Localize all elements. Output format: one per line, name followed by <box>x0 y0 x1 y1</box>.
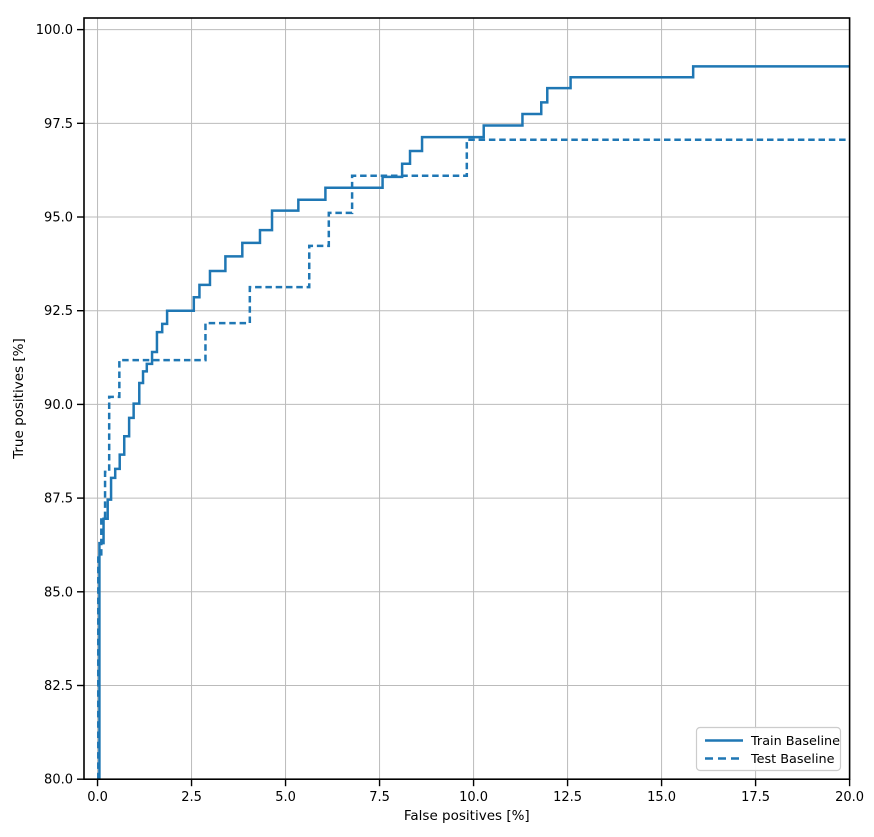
legend: Train Baseline Test Baseline <box>695 726 842 772</box>
grid-lines <box>84 18 851 780</box>
y-ticks: 80.0 82.5 85.0 87.5 90.0 92.5 95.0 97.5 100.0 <box>36 23 84 788</box>
x-tick-label: 12.5 <box>553 790 582 805</box>
y-tick-label: 90.0 <box>44 398 73 413</box>
x-tick-label: 2.5 <box>181 790 202 805</box>
test-baseline-line <box>97 138 850 780</box>
x-ticks: 0.0 2.5 5.0 7.5 10.0 12.5 15.0 17.5 20.0 <box>87 779 864 805</box>
x-tick-label: 17.5 <box>741 790 770 805</box>
y-tick-label: 82.5 <box>44 679 73 694</box>
x-tick-label: 5.0 <box>275 790 296 805</box>
train-baseline-line <box>98 65 850 780</box>
x-tick-label: 15.0 <box>647 790 676 805</box>
x-tick-label: 20.0 <box>835 790 864 805</box>
y-axis-label: True positives [%] <box>11 338 27 460</box>
y-tick-label: 80.0 <box>44 773 73 788</box>
y-tick-label: 97.5 <box>44 117 73 132</box>
y-tick-label: 95.0 <box>44 211 73 226</box>
y-tick-label: 85.0 <box>44 585 73 600</box>
x-axis-label: False positives [%] <box>404 808 530 824</box>
y-tick-label: 100.0 <box>36 23 73 38</box>
x-tick-label: 7.5 <box>369 790 390 805</box>
x-tick-label: 10.0 <box>459 790 488 805</box>
plot-border <box>83 17 851 781</box>
plot-area <box>84 18 850 780</box>
y-tick-label: 92.5 <box>44 304 73 319</box>
x-tick-label: 0.0 <box>87 790 108 805</box>
legend-test-label: Test Baseline <box>750 752 835 767</box>
legend-train-label: Train Baseline <box>750 734 840 749</box>
y-tick-label: 87.5 <box>44 492 73 507</box>
